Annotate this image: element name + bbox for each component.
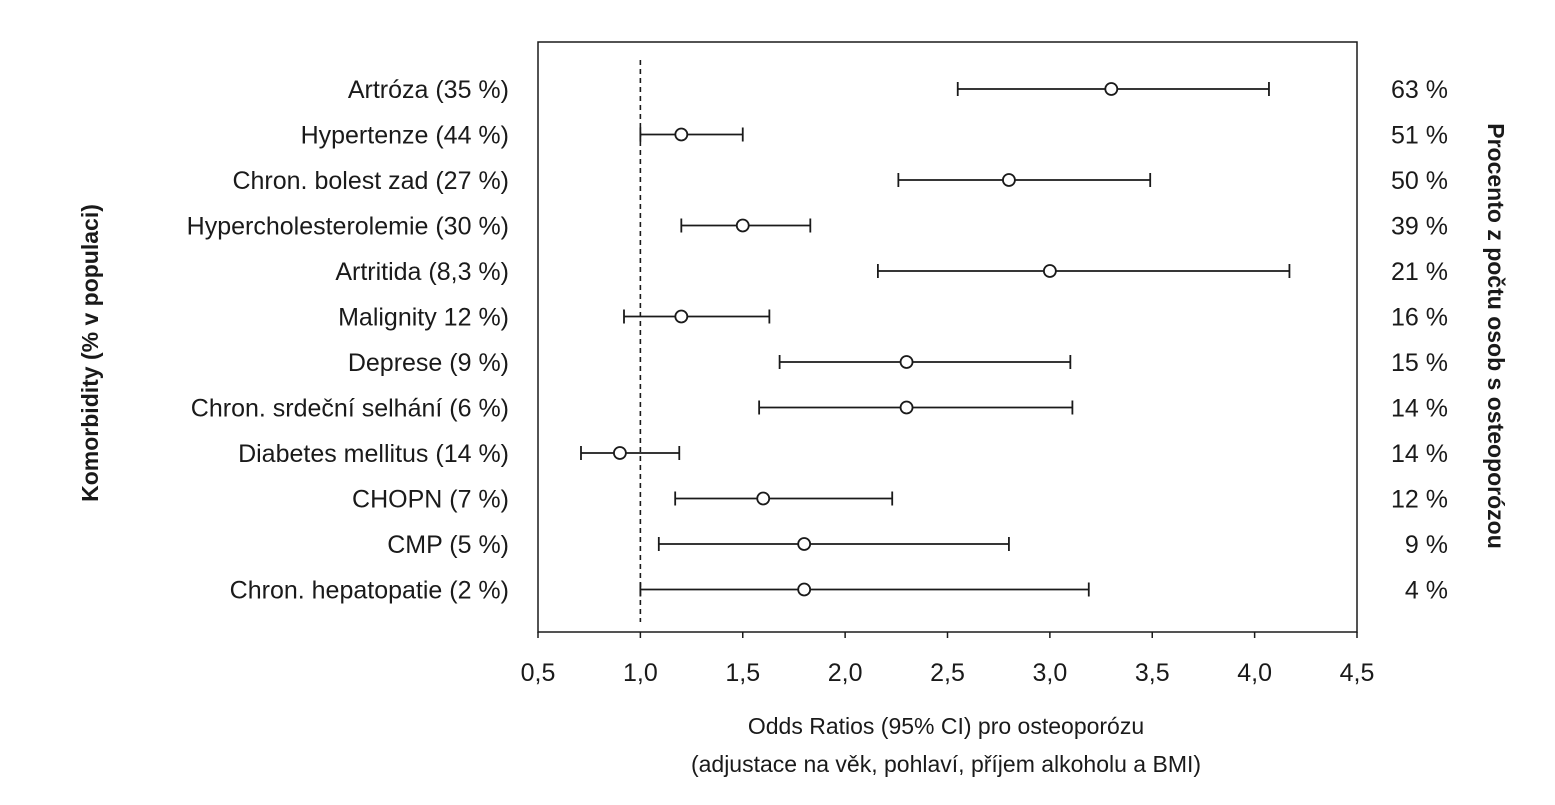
- percent-label: 14 %: [1391, 395, 1448, 423]
- right-axis-title: Procento z počtu osob s osteoporózou: [1483, 123, 1509, 549]
- or-marker: [899, 400, 914, 415]
- or-marker: [1042, 264, 1057, 278]
- or-marker: [756, 491, 771, 506]
- x-tick-label: 2,5: [930, 659, 965, 687]
- percent-label: 51 %: [1391, 122, 1448, 150]
- category-label: Chron. bolest zad (27 %): [232, 167, 509, 195]
- x-tick-label: 4,0: [1237, 659, 1272, 687]
- category-label: Diabetes mellitus (14 %): [238, 440, 509, 468]
- percent-label: 63 %: [1391, 76, 1448, 104]
- category-label: CHOPN (7 %): [352, 486, 509, 514]
- or-marker: [899, 355, 914, 369]
- or-marker: [1002, 173, 1016, 187]
- or-marker: [674, 127, 689, 142]
- category-label: CMP (5 %): [387, 531, 509, 559]
- category-label: Artritida (8,3 %): [335, 258, 509, 286]
- x-axis-subtitle: (adjustace na věk, pohlaví, příjem alkoh…: [691, 751, 1201, 777]
- percent-label: 15 %: [1391, 349, 1448, 377]
- category-label: Hypercholesterolemie (30 %): [187, 213, 509, 241]
- x-tick-label: 4,5: [1340, 659, 1375, 687]
- x-tick-label: 1,5: [725, 659, 760, 687]
- percent-label: 39 %: [1391, 213, 1448, 241]
- category-label: Chron. hepatopatie (2 %): [230, 577, 509, 605]
- or-marker: [1104, 82, 1119, 96]
- percent-label: 50 %: [1391, 167, 1448, 195]
- x-tick-label: 3,5: [1135, 659, 1170, 687]
- category-label: Malignity 12 %): [338, 304, 509, 332]
- percent-label: 9 %: [1405, 531, 1448, 559]
- percent-label: 16 %: [1391, 304, 1448, 332]
- category-label: Hypertenze (44 %): [301, 122, 509, 150]
- x-tick-label: 3,0: [1032, 659, 1067, 687]
- category-label: Deprese (9 %): [348, 349, 509, 377]
- or-marker: [674, 309, 689, 324]
- x-tick-label: 1,0: [623, 659, 658, 687]
- or-marker: [613, 446, 627, 460]
- x-tick-label: 0,5: [521, 659, 556, 687]
- or-marker: [797, 582, 812, 597]
- percent-label: 12 %: [1391, 486, 1448, 514]
- x-tick-label: 2,0: [828, 659, 863, 687]
- or-marker: [735, 218, 750, 233]
- left-axis-title: Komorbidity (% v populaci): [77, 204, 103, 502]
- x-axis-title: Odds Ratios (95% CI) pro osteoporózu: [748, 713, 1144, 739]
- category-label: Chron. srdeční selhání (6 %): [191, 395, 509, 423]
- or-marker: [797, 537, 812, 551]
- category-label: Artróza (35 %): [348, 76, 509, 104]
- percent-label: 21 %: [1391, 258, 1448, 286]
- percent-label: 4 %: [1405, 577, 1448, 605]
- percent-label: 14 %: [1391, 440, 1448, 468]
